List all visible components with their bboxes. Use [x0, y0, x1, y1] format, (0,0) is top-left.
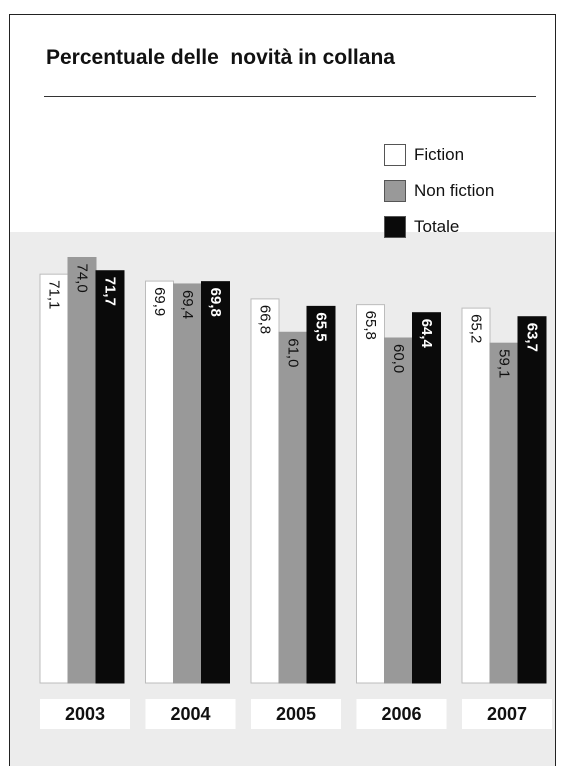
bar-totale-2006	[412, 312, 441, 684]
x-tick-box-2006	[356, 699, 447, 729]
data-label-totale-2006: 64,4	[418, 319, 435, 349]
data-label-totale-2003: 71,7	[102, 277, 119, 306]
bar-fiction-2007	[461, 307, 491, 684]
bar-non-fiction-2006	[384, 337, 413, 684]
x-tick-box-2004	[145, 699, 236, 729]
data-label-fiction-2007: 65,2	[468, 314, 485, 343]
bar-non-fiction-2003	[67, 257, 97, 684]
title-divider	[44, 96, 536, 97]
x-tick-label-2006: 2006	[381, 704, 421, 724]
bar-non-fiction-2005	[278, 331, 308, 684]
data-label-fiction-2005: 66,8	[257, 305, 274, 334]
data-label-non-fiction-2007: 59,1	[496, 349, 513, 378]
bar-fiction-2006	[356, 304, 385, 684]
x-tick-box-2005	[251, 699, 341, 729]
bar-totale-2007	[517, 316, 547, 684]
bar-totale-2004	[201, 281, 230, 684]
data-label-totale-2004: 69,8	[207, 288, 224, 317]
legend-label-fiction: Fiction	[414, 145, 465, 164]
bar-fiction-2003	[39, 273, 69, 684]
legend-swatch-fiction	[384, 144, 406, 166]
legend-item-fiction: Fiction	[384, 144, 464, 166]
x-tick-label-2005: 2005	[276, 704, 316, 724]
bar-non-fiction-2007	[489, 342, 519, 684]
bar-totale-2005	[306, 305, 336, 684]
bar-fiction-2005	[250, 298, 280, 684]
legend-label-non-fiction: Non fiction	[414, 181, 495, 200]
legend-swatch-totale	[384, 216, 406, 238]
x-tick-label-2003: 2003	[65, 704, 105, 724]
legend-item-totale: Totale	[384, 216, 459, 238]
data-label-fiction-2003: 71,1	[46, 280, 63, 309]
legend-item-non-fiction: Non fiction	[384, 180, 494, 202]
data-label-non-fiction-2003: 74,0	[74, 264, 91, 293]
data-label-totale-2007: 63,7	[524, 323, 541, 352]
data-label-fiction-2006: 65,8	[362, 311, 379, 340]
data-label-totale-2005: 65,5	[313, 312, 330, 341]
x-tick-label-2007: 2007	[487, 704, 527, 724]
x-tick-box-2003	[40, 699, 130, 729]
data-label-non-fiction-2004: 69,4	[179, 290, 196, 319]
bar-non-fiction-2004	[173, 283, 202, 684]
x-tick-box-2007	[462, 699, 552, 729]
x-tick-label-2004: 2004	[170, 704, 210, 724]
data-label-non-fiction-2005: 61,0	[285, 338, 302, 367]
legend-label-totale: Totale	[414, 217, 460, 236]
bar-fiction-2004	[145, 280, 174, 684]
bar-totale-2003	[95, 270, 125, 684]
chart-title: Percentuale delle novità in collana	[46, 46, 395, 69]
legend-swatch-non-fiction	[384, 180, 406, 202]
data-label-non-fiction-2006: 60,0	[390, 344, 407, 373]
data-label-fiction-2004: 69,9	[151, 287, 168, 316]
